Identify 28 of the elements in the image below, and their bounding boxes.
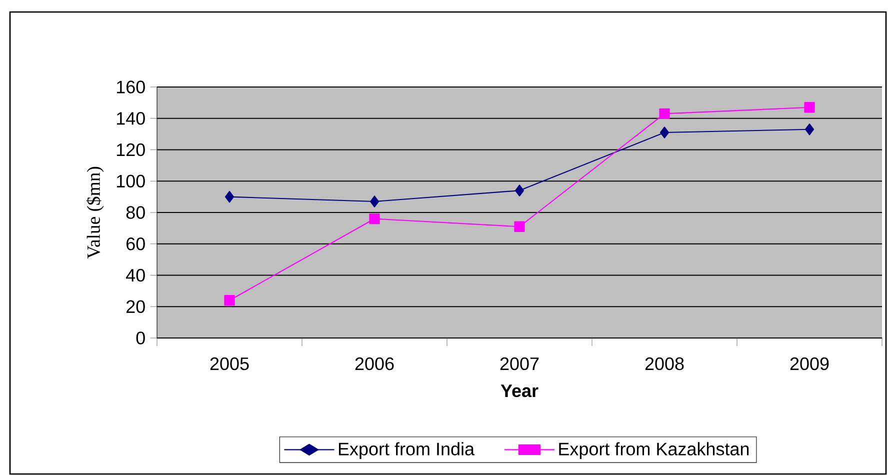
x-tick-label: 2008 <box>645 357 684 370</box>
y-axis-title: Value ($mn) <box>86 166 104 259</box>
point <box>804 102 815 113</box>
point <box>660 126 670 138</box>
x-tick-label: 2007 <box>500 357 539 370</box>
legend-label: Export from Kazakhstan <box>559 442 749 459</box>
point <box>514 221 525 232</box>
point <box>224 295 235 306</box>
x-axis-title: Year <box>500 384 538 398</box>
y-tick-label: 0 <box>136 332 145 344</box>
x-tick-label: 2005 <box>210 357 249 370</box>
y-tick-label: 100 <box>116 174 145 188</box>
point <box>659 108 670 120</box>
legend-label: Export from India <box>338 442 475 459</box>
point <box>370 196 380 208</box>
y-tick-label: 160 <box>116 80 145 94</box>
y-tick-label: 20 <box>126 300 145 313</box>
point <box>369 213 380 224</box>
x-tick-label: 2009 <box>790 357 829 370</box>
point <box>804 123 814 136</box>
point <box>224 190 234 203</box>
y-tick-label: 120 <box>116 143 145 156</box>
x-tick-label: 2006 <box>355 357 394 370</box>
y-tick-label: 40 <box>126 268 145 282</box>
point <box>514 184 524 196</box>
y-tick-label: 60 <box>126 238 145 250</box>
y-tick-label: 140 <box>116 112 145 125</box>
y-tick-label: 80 <box>126 206 145 219</box>
